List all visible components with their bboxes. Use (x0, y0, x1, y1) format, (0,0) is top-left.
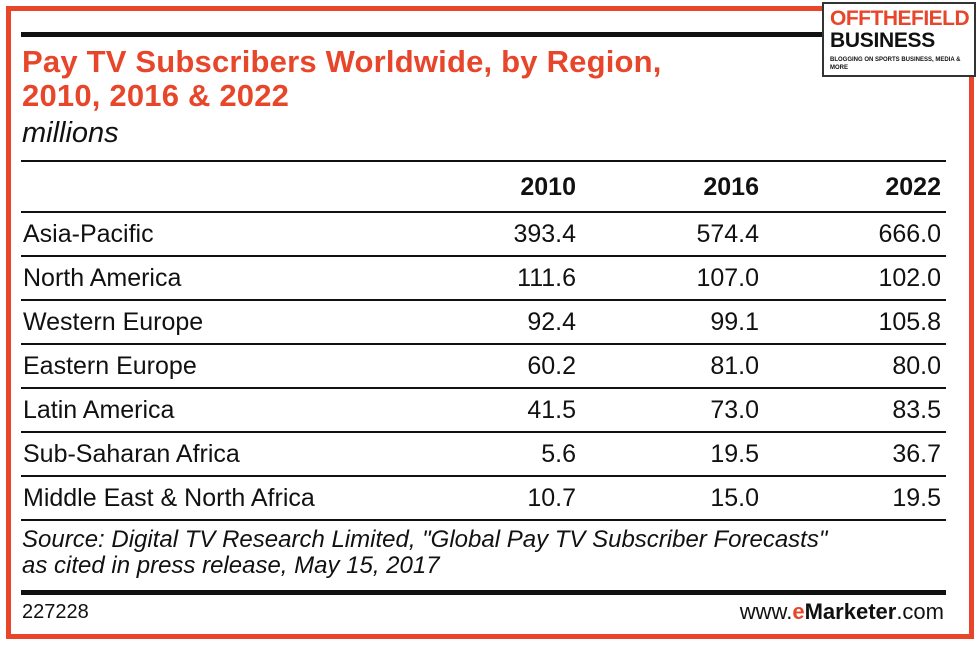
chart-title-line1: Pay TV Subscribers Worldwide, by Region, (22, 44, 662, 79)
cell-value-2010: 111.6 (517, 264, 576, 292)
cell-value-2022: 102.0 (878, 264, 941, 292)
cell-region: Sub-Saharan Africa (23, 440, 240, 468)
emarketer-brand[interactable]: www.eMarketer.com (740, 599, 944, 625)
cell-region: North America (23, 264, 182, 292)
table-row: Eastern Europe 60.2 81.0 80.0 (21, 345, 946, 387)
cell-value-2016: 73.0 (710, 396, 759, 424)
header-cell-2010: 2010 (520, 173, 576, 201)
table-row: North America 111.6 107.0 102.0 (21, 257, 946, 299)
table-row: Middle East & North Africa 10.7 15.0 19.5 (21, 477, 946, 519)
table-body: Asia-Pacific 393.4 574.4 666.0 North America… (21, 211, 946, 519)
offthefield-logo: OFFTHEFIELD BUSINESS BLOGGING ON SPORTS … (822, 2, 976, 77)
row-divider (21, 211, 946, 213)
source-note: Source: Digital TV Research Limited, "Gl… (22, 527, 942, 579)
logo-tagline: BLOGGING ON SPORTS BUSINESS, MEDIA & MOR… (830, 57, 961, 71)
chart-subtitle: millions (22, 117, 119, 149)
header-cell-2016: 2016 (703, 173, 759, 201)
chart-title: Pay TV Subscribers Worldwide, by Region,… (22, 45, 802, 113)
cell-value-2022: 80.0 (892, 352, 941, 380)
row-divider (21, 255, 946, 257)
cell-value-2010: 393.4 (513, 220, 576, 248)
cell-value-2016: 99.1 (710, 308, 759, 336)
cell-value-2022: 36.7 (892, 440, 941, 468)
row-divider (21, 299, 946, 301)
source-line1: Source: Digital TV Research Limited, "Gl… (22, 526, 828, 553)
brand-prefix: www. (739, 599, 793, 624)
header-top-rule (21, 160, 946, 162)
top-rule (21, 32, 946, 37)
brand-suffix: .com (896, 599, 944, 624)
cell-value-2022: 83.5 (892, 396, 941, 424)
cell-value-2010: 41.5 (527, 396, 576, 424)
cell-value-2010: 60.2 (527, 352, 576, 380)
chart-title-line2: 2010, 2016 & 2022 (22, 78, 290, 113)
cell-value-2022: 105.8 (878, 308, 941, 336)
cell-value-2022: 19.5 (892, 484, 941, 512)
cell-value-2010: 5.6 (541, 440, 576, 468)
chart-frame (6, 6, 974, 639)
table-row: Asia-Pacific 393.4 574.4 666.0 (21, 213, 946, 255)
cell-value-2016: 107.0 (696, 264, 759, 292)
table-row: Western Europe 92.4 99.1 105.8 (21, 301, 946, 343)
cell-value-2010: 92.4 (527, 308, 576, 336)
brand-e: e (792, 599, 805, 624)
cell-value-2016: 81.0 (710, 352, 759, 380)
source-line2: as cited in press release, May 15, 2017 (22, 552, 440, 579)
data-table: 2010 2016 2022 Asia-Pacific 393.4 574.4 666… (21, 160, 946, 521)
table-header-row: 2010 2016 2022 (21, 162, 946, 211)
brand-main: Marketer (804, 599, 897, 624)
cell-value-2016: 15.0 (710, 484, 759, 512)
cell-value-2010: 10.7 (527, 484, 576, 512)
row-divider (21, 431, 946, 433)
row-divider (21, 343, 946, 345)
logo-line1: OFFTHEFIELD (830, 7, 970, 30)
table-row: Latin America 41.5 73.0 83.5 (21, 389, 946, 431)
table-row: Sub-Saharan Africa 5.6 19.5 36.7 (21, 433, 946, 475)
cell-region: Middle East & North Africa (23, 484, 315, 512)
row-divider (21, 387, 946, 389)
chart-id: 227228 (22, 601, 89, 623)
row-divider (21, 475, 946, 477)
logo-line2: BUSINESS (830, 29, 935, 52)
cell-region: Asia-Pacific (23, 220, 154, 248)
cell-region: Latin America (23, 396, 175, 424)
header-cell-2022: 2022 (885, 173, 941, 201)
cell-value-2016: 19.5 (710, 440, 759, 468)
table-bottom-rule (21, 519, 946, 521)
cell-region: Western Europe (23, 308, 204, 336)
cell-region: Eastern Europe (23, 352, 197, 380)
bottom-rule (21, 590, 946, 595)
cell-value-2016: 574.4 (696, 220, 759, 248)
cell-value-2022: 666.0 (878, 220, 941, 248)
